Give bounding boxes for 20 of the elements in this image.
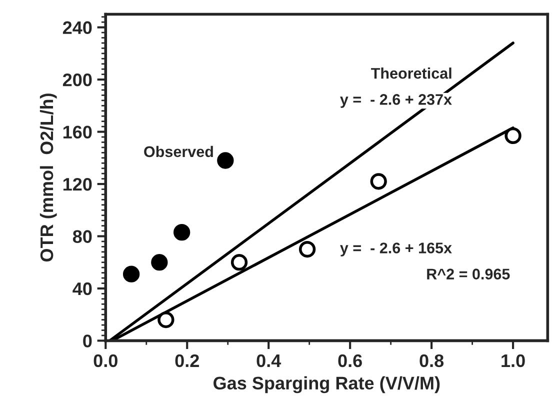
x-tick-label: 0.6 — [338, 354, 362, 368]
y-tick-label: 80 — [72, 230, 92, 243]
annotation: R^2 = 0.965 — [427, 268, 510, 280]
x-tick-label: 0.0 — [94, 354, 118, 368]
x-tick-label: 0.2 — [175, 354, 199, 368]
y-tick-label: 160 — [63, 126, 92, 139]
y-tick-label: 0 — [83, 334, 92, 348]
x-tick-label: 1.0 — [502, 354, 525, 368]
y-tick-label: 200 — [62, 73, 92, 86]
y-axis-title: OTR (mmol O2/L/h) — [40, 94, 57, 262]
y-tick-label: 40 — [72, 282, 92, 296]
annotation: y = - 2.6 + 165x — [340, 242, 452, 256]
annotation: Theoretical — [371, 68, 452, 79]
annotation: Observed — [144, 146, 213, 158]
x-tick-label: 0.8 — [420, 354, 444, 368]
x-tick-label: 0.4 — [256, 354, 282, 368]
y-tick-label: 240 — [62, 21, 92, 34]
y-tick-label: 120 — [63, 178, 92, 191]
annotation: y = - 2.6 + 237x — [340, 94, 452, 108]
x-axis-title: Gas Sparging Rate (V/V/M) — [214, 376, 440, 394]
